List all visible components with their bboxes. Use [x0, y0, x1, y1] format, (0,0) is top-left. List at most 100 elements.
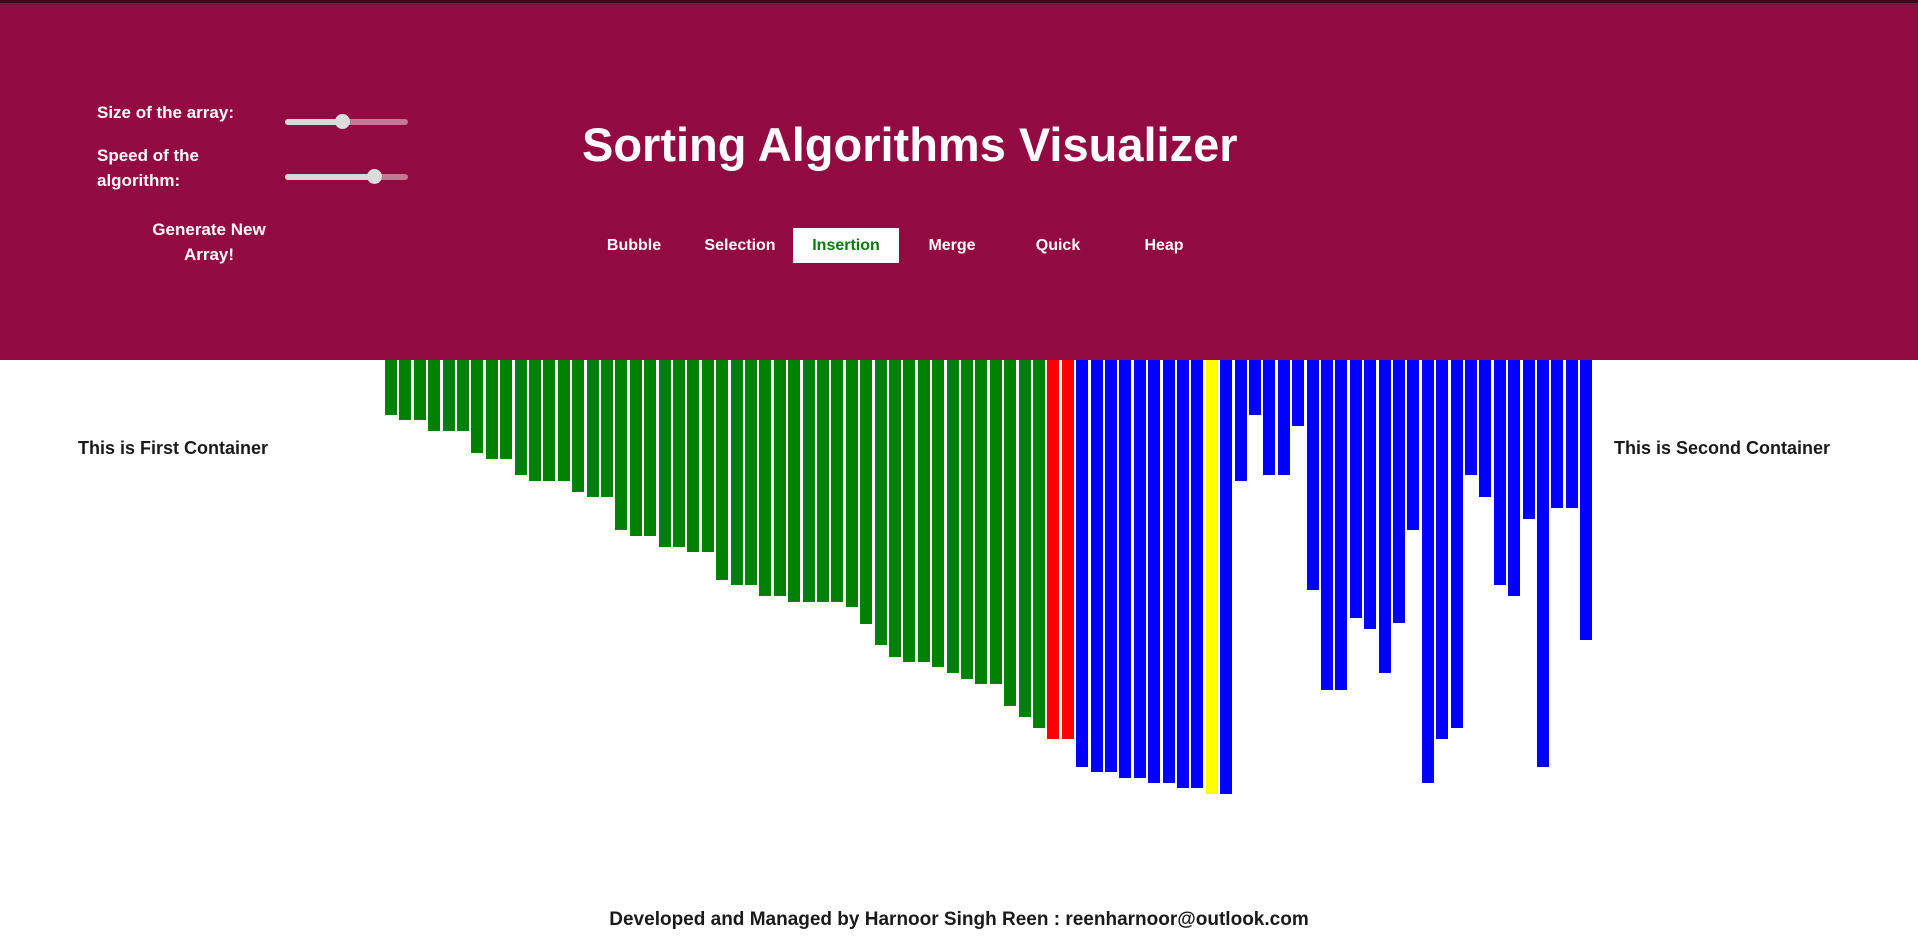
algo-button-bubble[interactable]: Bubble [606, 237, 662, 254]
array-bar-sorted [414, 360, 426, 420]
size-slider-fill [285, 119, 342, 125]
array-bar-unsorted [1508, 360, 1520, 596]
array-bar-unsorted [1091, 360, 1103, 772]
array-bar-sorted [529, 360, 541, 481]
array-bar-current [1206, 360, 1218, 794]
size-label: Size of the array: [97, 103, 234, 122]
array-bar-unsorted [1307, 360, 1319, 590]
array-bar-unsorted [1335, 360, 1347, 690]
algo-button-quick[interactable]: Quick [1035, 237, 1081, 254]
array-bar-sorted [1004, 360, 1016, 706]
array-bar-sorted [399, 360, 411, 420]
array-bar-sorted [601, 360, 613, 497]
array-bar-sorted [903, 360, 915, 662]
array-bar-unsorted [1191, 360, 1203, 788]
array-bar-unsorted [1263, 360, 1275, 475]
array-bar-unsorted [1566, 360, 1578, 508]
array-bar-sorted [860, 360, 872, 624]
array-bar-sorted [889, 360, 901, 657]
array-bar-sorted [486, 360, 498, 459]
size-slider-thumb[interactable] [334, 114, 350, 129]
array-bar-sorted [673, 360, 685, 547]
array-bar-sorted [875, 360, 887, 645]
array-bar-sorted [615, 360, 627, 530]
array-bar-sorted [788, 360, 800, 602]
algo-button-selection[interactable]: Selection [704, 237, 776, 254]
array-bar-unsorted [1379, 360, 1391, 673]
array-bar-unsorted [1364, 360, 1376, 629]
generate-label-line1: Generate New [152, 220, 266, 239]
array-bar-sorted [471, 360, 483, 453]
array-bar-sorted [543, 360, 555, 481]
first-container-label: This is First Container [78, 438, 269, 458]
page-title: Sorting Algorithms Visualizer [582, 118, 1238, 171]
array-bar-comparing [1047, 360, 1059, 739]
array-bar-sorted [687, 360, 699, 552]
array-bar-sorted [630, 360, 642, 536]
speed-slider-fill [285, 174, 374, 180]
array-bar-unsorted [1407, 360, 1419, 530]
array-bar-sorted [745, 360, 757, 585]
array-bar-sorted [918, 360, 930, 662]
size-slider[interactable] [285, 114, 408, 129]
array-bar-sorted [659, 360, 671, 547]
array-bar-sorted [846, 360, 858, 607]
speed-label: Speed of the algorithm: [97, 143, 199, 193]
array-bar-sorted [644, 360, 656, 536]
array-bar-sorted [443, 360, 455, 431]
array-bar-sorted [457, 360, 469, 431]
array-bar-unsorted [1350, 360, 1362, 618]
array-bar-unsorted [1393, 360, 1405, 623]
array-bar-unsorted [1163, 360, 1175, 783]
array-bar-sorted [759, 360, 771, 596]
array-bar-sorted [428, 360, 440, 431]
array-bar-unsorted [1523, 360, 1535, 519]
array-bar-unsorted [1249, 360, 1261, 415]
array-bar-unsorted [1436, 360, 1448, 739]
array-bar-sorted [803, 360, 815, 602]
array-bar-unsorted [1479, 360, 1491, 497]
speed-slider[interactable] [285, 169, 408, 184]
speed-label-line2: algorithm: [97, 171, 181, 190]
array-bar-sorted [774, 360, 786, 596]
algo-button-merge[interactable]: Merge [928, 237, 976, 254]
array-bar-sorted [731, 360, 743, 585]
array-bar-unsorted [1119, 360, 1131, 778]
array-bar-sorted [947, 360, 959, 673]
array-bar-unsorted [1551, 360, 1563, 508]
array-bar-unsorted [1321, 360, 1333, 690]
array-bar-unsorted [1177, 360, 1189, 788]
array-bar-sorted [817, 360, 829, 602]
bars-container [385, 360, 1592, 794]
array-bar-unsorted [1220, 360, 1232, 794]
array-bar-sorted [1019, 360, 1031, 717]
array-bar-unsorted [1278, 360, 1290, 475]
speed-label-line1: Speed of the [97, 146, 200, 165]
array-bar-unsorted [1076, 360, 1088, 767]
array-bar-sorted [500, 360, 512, 459]
array-bar-unsorted [1105, 360, 1117, 772]
algo-button-heap[interactable]: Heap [1144, 237, 1184, 254]
algo-button-insertion[interactable]: Insertion [793, 228, 899, 263]
array-bar-unsorted [1422, 360, 1434, 783]
generate-array-button[interactable]: Generate New Array! [140, 217, 278, 267]
second-container-label: This is Second Container [1614, 438, 1831, 458]
array-bar-unsorted [1494, 360, 1506, 585]
array-bar-unsorted [1292, 360, 1304, 426]
generate-label-line2: Array! [183, 245, 235, 264]
array-bar-unsorted [1134, 360, 1146, 778]
array-bar-unsorted [1148, 360, 1160, 783]
speed-slider-thumb[interactable] [366, 169, 382, 184]
array-bar-sorted [831, 360, 843, 602]
footer-credit: Developed and Managed by Harnoor Singh R… [609, 909, 1309, 930]
array-bar-sorted [385, 360, 397, 415]
array-bar-sorted [932, 360, 944, 667]
array-bar-comparing [1062, 360, 1074, 739]
header: Size of the array: Speed of the algorith… [0, 0, 1918, 360]
array-bar-sorted [702, 360, 714, 552]
array-bar-sorted [975, 360, 987, 684]
array-bar-unsorted [1537, 360, 1549, 767]
array-bar-sorted [572, 360, 584, 492]
array-bar-unsorted [1580, 360, 1592, 640]
array-bar-sorted [558, 360, 570, 481]
